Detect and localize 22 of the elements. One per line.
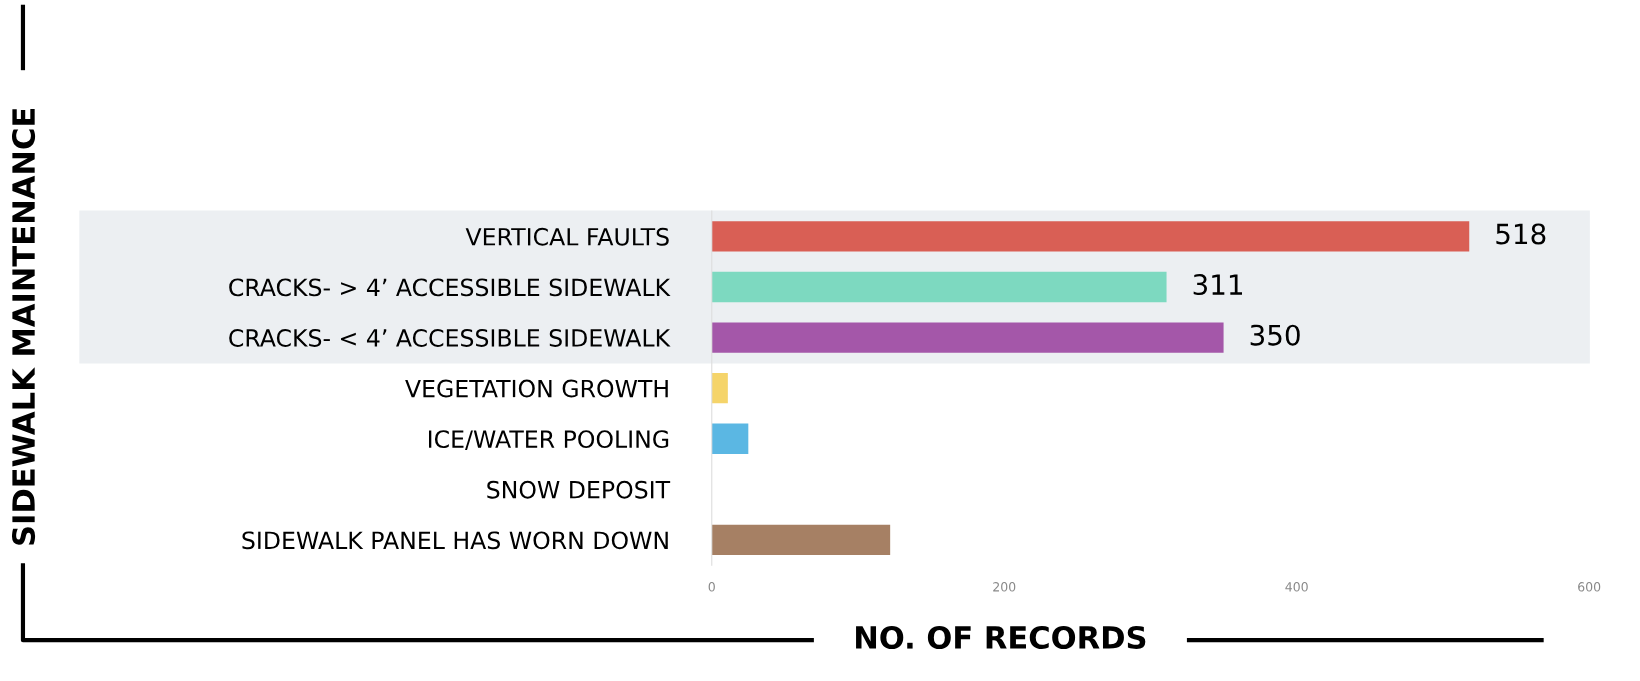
y-tick-label: VEGETATION GROWTH <box>405 379 668 398</box>
bar <box>711 322 1224 353</box>
bar <box>711 271 1167 303</box>
x-tick-label: 600 <box>1578 582 1601 592</box>
x-tick-label: 400 <box>1285 582 1308 592</box>
y-tick-label: VERTICAL FAULTS <box>465 227 669 246</box>
y-tick-label: SIDEWALK PANEL HAS WORN DOWN <box>242 531 668 550</box>
bar <box>711 372 728 404</box>
y-tick-label: CRACKS- < 4’ ACCESSIBLE SIDEWALK <box>229 329 671 347</box>
x-axis-title: NO. OF RECORDS <box>856 625 1146 650</box>
y-tick-label: SNOW DEPOSIT <box>487 480 671 499</box>
y-tick-label: ICE/WATER POOLING <box>428 430 669 450</box>
bar <box>711 423 749 454</box>
data-label: 518 <box>1496 223 1546 245</box>
x-tick-label: 200 <box>993 582 1016 592</box>
data-label: 350 <box>1250 324 1300 346</box>
data-label: 311 <box>1193 274 1242 296</box>
x-tick-label: 0 <box>708 582 715 592</box>
bar <box>711 524 891 556</box>
bar <box>711 221 1470 252</box>
text: SIDEWALK MAINTENANCE <box>11 109 36 545</box>
y-tick-label: CRACKS- > 4’ ACCESSIBLE SIDEWALK <box>229 278 671 297</box>
